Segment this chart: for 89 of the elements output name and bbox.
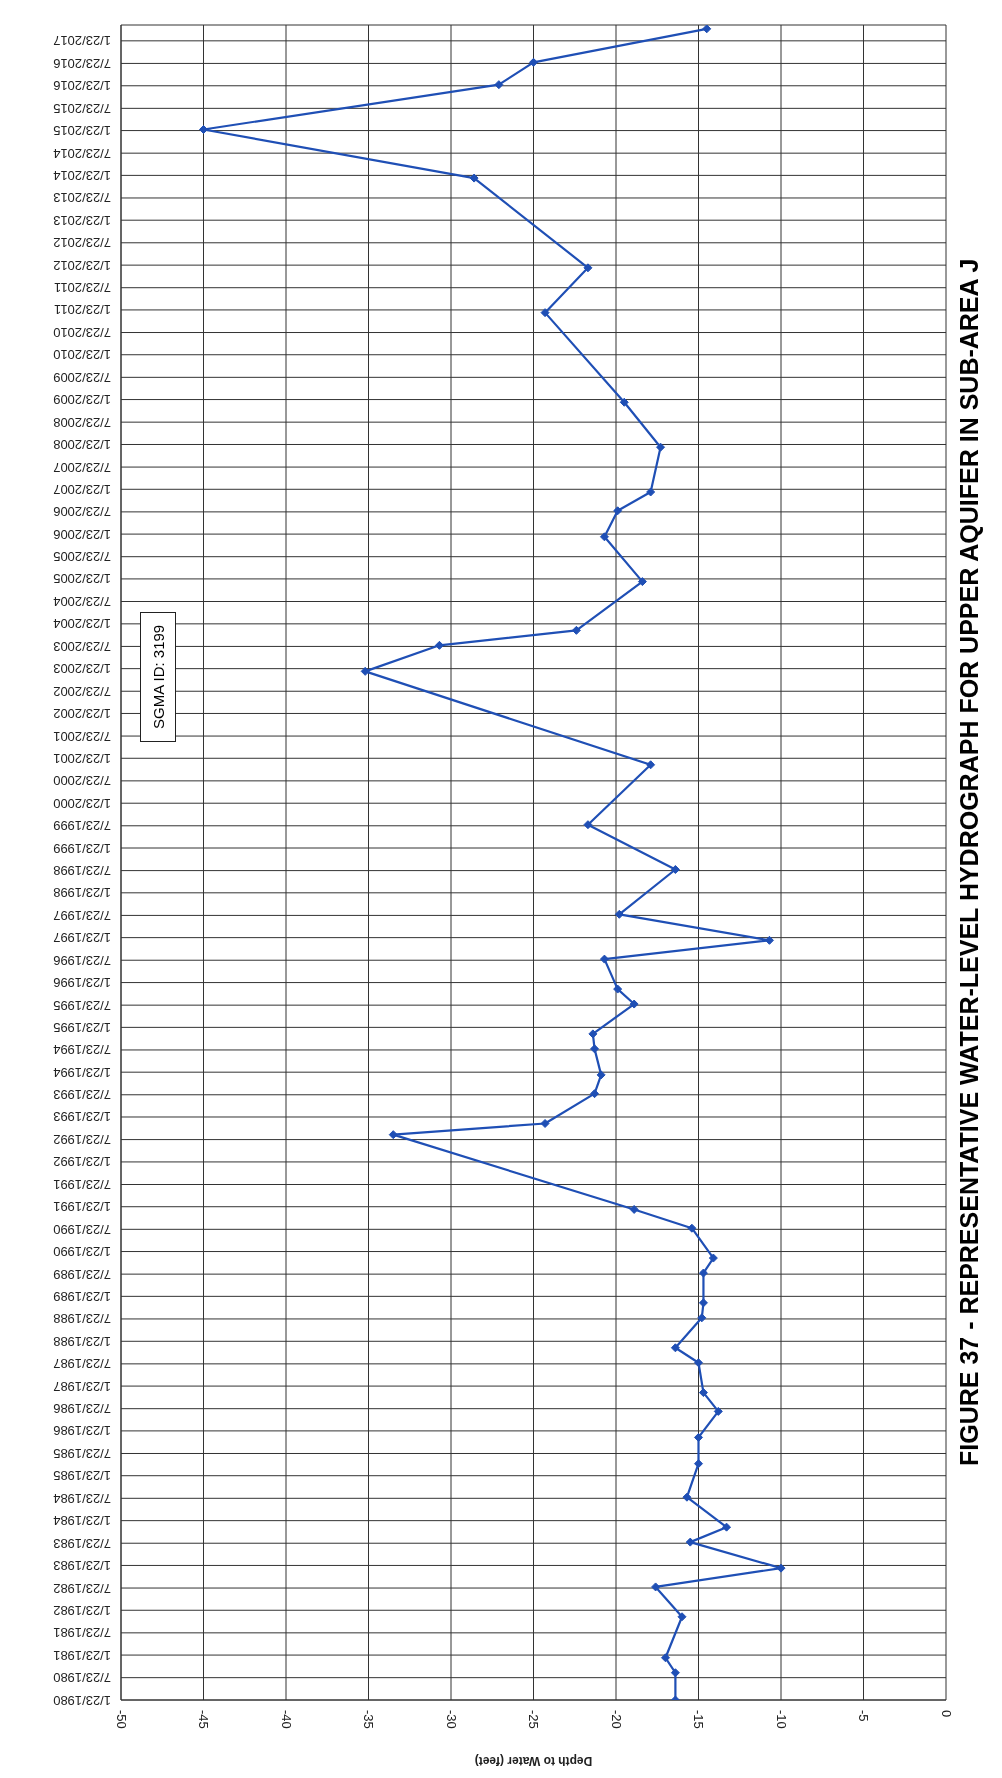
y-tick-label: 1/23/2001 [53,750,111,766]
y-tick-label: 7/23/1991 [53,1177,111,1193]
y-tick-label: 7/23/2004 [53,594,111,609]
y-tick-label: 7/23/1995 [53,997,111,1013]
y-tick-label: 1/23/2009 [53,392,111,408]
y-tick-label: 1/23/2012 [53,257,111,273]
y-tick-label: 7/23/1986 [53,1401,111,1417]
y-tick-label: 7/23/1990 [53,1221,111,1237]
y-tick-label: 1/23/1998 [53,885,111,901]
y-tick-label: 7/23/1989 [53,1266,111,1282]
y-tick-label: 1/23/1986 [53,1423,111,1439]
y-tick-label: 1/23/1984 [53,1513,111,1529]
y-tick-label: 7/23/2001 [53,728,111,744]
y-tick-label: 1/23/2005 [53,571,111,587]
y-tick-label: 1/23/1996 [53,975,111,991]
y-tick-label: 7/23/2000 [53,773,111,789]
y-tick-label: 7/23/1984 [53,1490,111,1506]
y-tick-label: 7/23/1982 [53,1580,111,1596]
x-tick-label: -15 [691,1710,706,1729]
y-tick-label: 1/23/1993 [53,1109,111,1125]
y-tick-label: 7/23/2005 [53,549,111,565]
x-tick-label: -10 [773,1710,789,1729]
y-tick-label: 1/23/1997 [53,930,111,946]
y-tick-label: 7/23/2014 [53,145,111,161]
y-tick-label: 7/23/1992 [53,1132,111,1148]
y-tick-label: 7/23/2011 [54,280,111,296]
y-tick-label: 7/23/2007 [53,459,111,475]
y-tick-label: 1/23/2007 [53,481,111,497]
y-tick-label: 7/23/1988 [53,1311,111,1327]
y-tick-label: 1/23/2013 [53,212,111,228]
y-tick-label: 7/23/1997 [53,907,111,923]
annotation: SGMA ID: 3199 [140,612,176,742]
x-tick-label: -35 [361,1710,376,1729]
y-tick-label: 7/23/2010 [53,325,111,341]
y-tick-label: 1/23/2015 [53,123,111,139]
y-tick-label: 1/23/1990 [53,1244,111,1260]
x-tick-label: -40 [278,1710,294,1729]
x-tick-label: -25 [526,1710,541,1729]
y-tick-label: 1/23/1988 [53,1333,111,1349]
y-tick-label: 7/23/2009 [53,369,111,385]
y-tick-label: 1/23/2010 [53,347,111,363]
y-tick-label: 7/23/1993 [53,1087,111,1103]
y-tick-label: 7/23/1985 [53,1445,111,1461]
y-tick-label: 7/23/2015 [53,100,111,116]
y-tick-label: 7/23/1981 [53,1625,111,1641]
y-tick-label: 1/23/1983 [53,1557,111,1573]
x-tick-label: -45 [196,1710,211,1729]
y-tick-label: 7/23/2012 [53,235,111,251]
y-tick-label: 7/23/1983 [53,1535,111,1551]
y-tick-label: 1/23/1999 [53,840,111,856]
y-tick-label: 1/23/1981 [53,1647,111,1663]
y-tick-label: 1/23/2014 [53,167,111,183]
y-tick-label: 7/23/2016 [53,55,111,71]
y-tick-label: 1/23/2003 [53,661,111,677]
x-axis-title: Depth to Water (feet) [474,1754,593,1768]
y-tick-label: 1/23/2002 [53,705,111,721]
y-tick-label: 7/23/1994 [53,1042,111,1058]
y-tick-label: 7/23/2003 [53,638,111,654]
x-tick-label: -5 [856,1710,871,1722]
y-tick-label: 1/23/2004 [53,616,111,632]
y-tick-label: 1/23/1980 [53,1692,111,1708]
y-tick-label: 7/23/2008 [53,414,111,430]
y-tick-label: 1/23/2017 [53,33,111,49]
y-tick-label: 7/23/2006 [53,504,111,520]
y-tick-label: 7/23/1980 [53,1670,111,1686]
y-tick-label: 1/23/1985 [53,1468,111,1484]
x-tick-label: -20 [608,1710,624,1729]
y-tick-label: 1/23/1995 [53,1019,111,1035]
text: FIGURE 37 - REPRESENTATIVE WATER-LEVEL HYDROGRAPH FOR UPPER AQUIFER IN SUB-AREA J [953,257,984,1469]
y-tick-label: 7/23/1998 [53,863,111,879]
y-tick-label: 7/23/2013 [53,190,111,206]
x-tick-label: -50 [113,1710,129,1729]
y-tick-label: 1/23/2011 [54,302,111,318]
y-tick-label: 1/23/1991 [53,1199,111,1215]
y-tick-label: 1/23/1992 [53,1154,111,1170]
y-tick-label: 1/23/2016 [53,78,111,94]
y-tick-label: 7/23/2002 [53,683,111,699]
y-tick-label: 1/23/2000 [53,795,111,811]
y-tick-label: 1/23/1987 [53,1378,111,1394]
y-tick-label: 7/23/1996 [53,952,111,968]
y-tick-label: 7/23/1987 [53,1356,111,1372]
x-tick-label: -30 [443,1710,459,1729]
y-tick-label: 1/23/1982 [53,1602,111,1618]
y-tick-label: 1/23/1989 [53,1288,111,1304]
y-tick-label: 1/23/2006 [53,526,111,542]
y-tick-label: 1/23/1994 [53,1064,111,1080]
x-tick-label: 0 [938,1710,954,1718]
y-tick-label: 1/23/2008 [53,436,111,452]
y-tick-label: 7/23/1999 [53,818,111,834]
